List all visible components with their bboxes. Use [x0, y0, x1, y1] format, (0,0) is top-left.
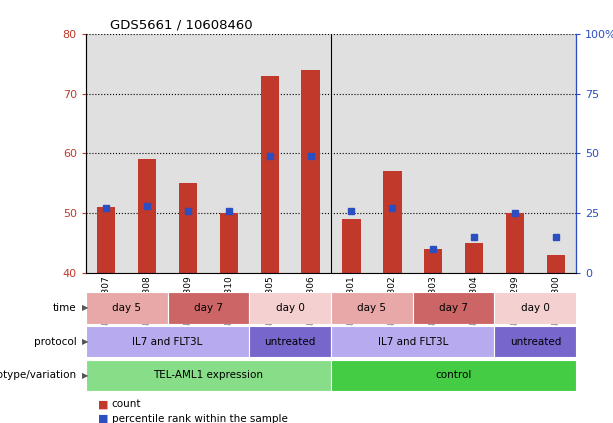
Text: ▶: ▶: [82, 303, 88, 312]
Text: ▶: ▶: [82, 337, 88, 346]
Bar: [495, 292, 576, 324]
Bar: [167, 292, 249, 324]
Bar: [413, 292, 495, 324]
Text: IL7 and FLT3L: IL7 and FLT3L: [132, 337, 203, 346]
Bar: [342, 219, 360, 273]
Text: protocol: protocol: [34, 337, 77, 346]
Bar: [424, 249, 443, 273]
Bar: [506, 213, 524, 273]
Text: percentile rank within the sample: percentile rank within the sample: [112, 414, 287, 423]
Bar: [331, 326, 495, 357]
Bar: [495, 326, 576, 357]
Text: ■: ■: [98, 399, 109, 409]
Text: day 5: day 5: [357, 303, 386, 313]
Bar: [97, 207, 115, 273]
Text: day 7: day 7: [439, 303, 468, 313]
Text: day 5: day 5: [112, 303, 141, 313]
Bar: [179, 183, 197, 273]
Text: GDS5661 / 10608460: GDS5661 / 10608460: [110, 18, 253, 31]
Text: TEL-AML1 expression: TEL-AML1 expression: [153, 371, 264, 380]
Bar: [547, 255, 565, 273]
Bar: [86, 360, 331, 391]
Text: untreated: untreated: [509, 337, 561, 346]
Text: control: control: [435, 371, 472, 380]
Bar: [249, 292, 331, 324]
Bar: [465, 243, 483, 273]
Text: untreated: untreated: [264, 337, 316, 346]
Text: time: time: [53, 303, 77, 313]
Text: IL7 and FLT3L: IL7 and FLT3L: [378, 337, 448, 346]
Text: day 0: day 0: [521, 303, 550, 313]
Bar: [383, 171, 402, 273]
Bar: [331, 360, 576, 391]
Text: ■: ■: [98, 414, 109, 423]
Text: genotype/variation: genotype/variation: [0, 371, 77, 380]
Text: day 7: day 7: [194, 303, 223, 313]
Bar: [86, 292, 167, 324]
Text: count: count: [112, 399, 141, 409]
Bar: [138, 159, 156, 273]
Bar: [249, 326, 331, 357]
Bar: [261, 76, 279, 273]
Text: day 0: day 0: [276, 303, 305, 313]
Bar: [331, 292, 413, 324]
Bar: [219, 213, 238, 273]
Text: ▶: ▶: [82, 371, 88, 380]
Bar: [86, 326, 249, 357]
Bar: [302, 70, 320, 273]
